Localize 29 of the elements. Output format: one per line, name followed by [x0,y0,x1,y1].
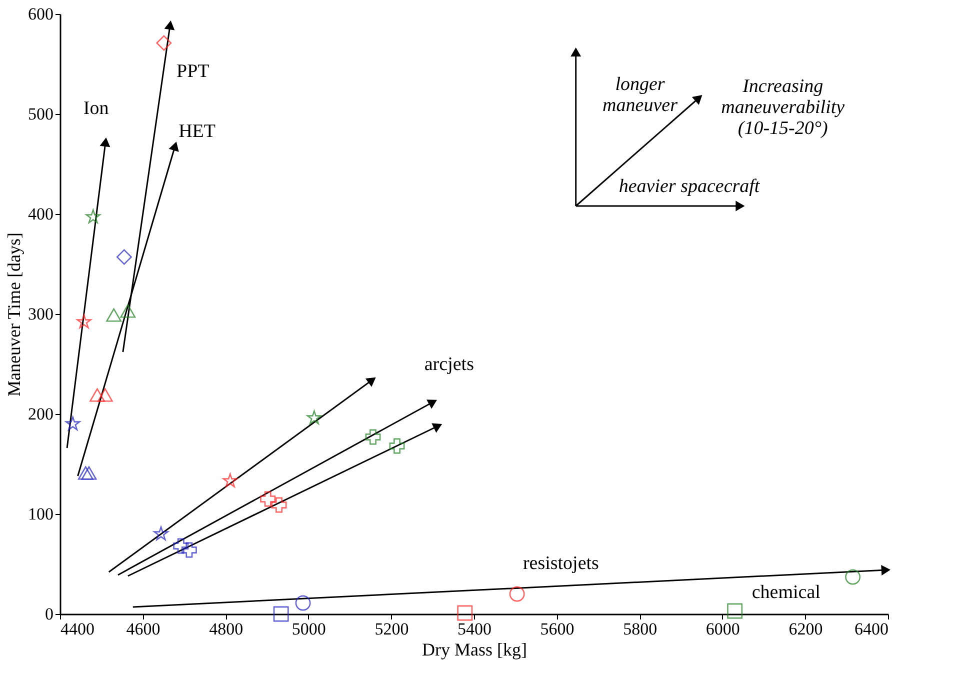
annotation: chemical [752,582,820,603]
x-tick-label: 5600 [540,620,574,638]
x-tick-label: 5200 [374,620,409,638]
x-tick-label: 5000 [292,620,326,638]
x-tick-label: 6200 [788,620,823,638]
x-tick-label: 6000 [706,620,740,638]
annotation: heavier spacecraft [618,176,760,197]
x-axis-title: Dry Mass [kg] [422,640,527,660]
annotation: HET [178,121,216,142]
y-tick-label: 200 [28,404,54,424]
annotation: Increasing maneuverability (10-15-20°) [721,76,846,139]
x-tick-label: 5400 [458,620,492,638]
annotation: PPT [176,61,210,82]
y-tick-label: 100 [28,504,54,524]
x-tick-label: 4400 [60,620,94,638]
x-tick-label: 5800 [623,620,658,638]
x-tick-label: 4600 [126,620,160,638]
y-tick-label: 600 [28,4,54,24]
y-tick-label: 0 [45,604,54,624]
annotation: longer maneuver [602,74,678,116]
y-tick-label: 500 [28,104,54,124]
x-tick-label: 4800 [209,620,244,638]
y-tick-label: 300 [28,304,54,324]
y-axis-title: Maneuver Time [days] [4,232,24,396]
annotation: Ion [83,98,110,119]
y-tick-label: 400 [28,204,54,224]
annotation: resistojets [522,553,599,574]
annotation: arcjets [424,354,474,375]
x-tick-label: 6400 [854,620,888,638]
